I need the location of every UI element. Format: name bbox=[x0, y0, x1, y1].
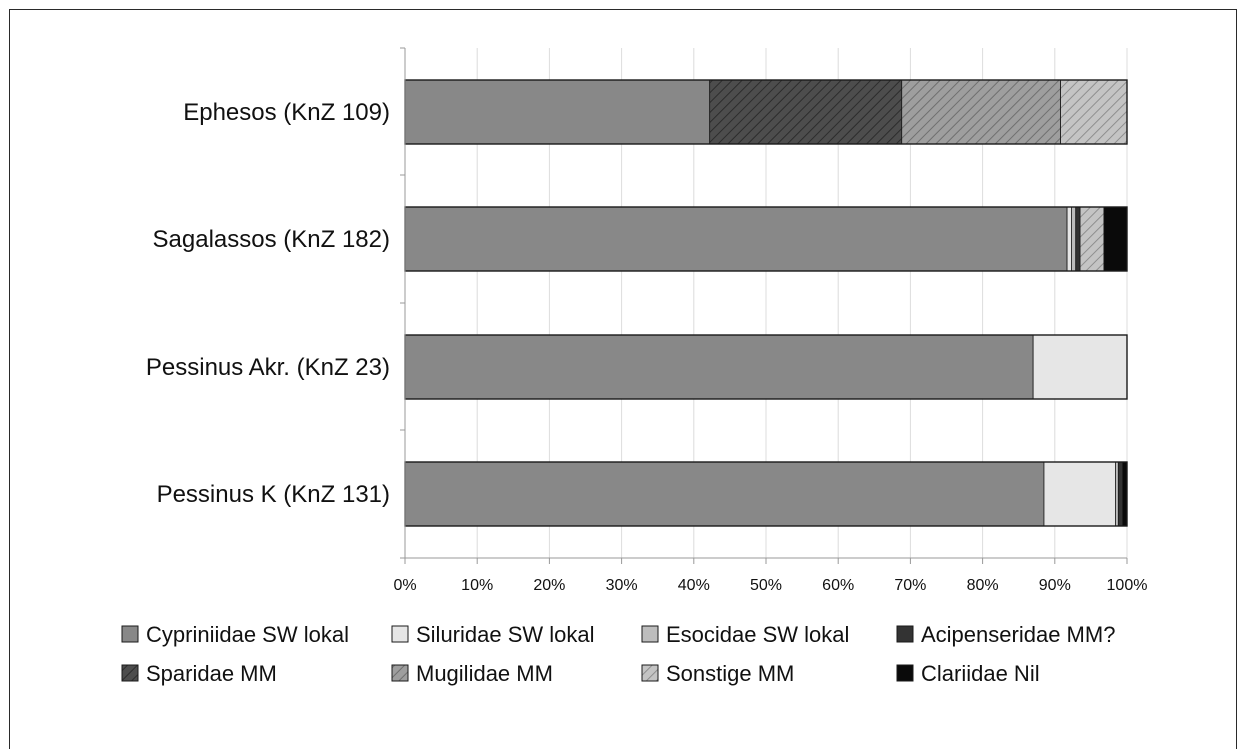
bar-pessinus-k-knz-131-siluridae-sw-lokal bbox=[1043, 461, 1116, 527]
legend-label-esocidae-sw-lokal: Esocidae SW lokal bbox=[666, 622, 849, 647]
legend-swatch-mugilidae-mm bbox=[391, 664, 409, 682]
bar-pessinus-akr-knz-23-siluridae-sw-lokal bbox=[1032, 334, 1128, 400]
bar-sagalassos-knz-182-acipenseridae-mm bbox=[1075, 206, 1081, 272]
legend-swatch-sparidae-mm bbox=[121, 664, 139, 682]
bar-pessinus-k-knz-131-acipenseridae-mm bbox=[1117, 461, 1124, 527]
x-tick-label-3: 30% bbox=[606, 577, 638, 594]
legend-label-sonstige-mm: Sonstige MM bbox=[666, 661, 794, 686]
x-tick-label-10: 100% bbox=[1107, 577, 1148, 594]
legend-swatch-sonstige-mm bbox=[641, 664, 659, 682]
bar-ephesos-knz-109-sonstige-mm bbox=[1060, 79, 1128, 145]
bar-sagalassos-knz-182-clariidae-nil bbox=[1103, 206, 1128, 272]
x-tick-label-5: 50% bbox=[750, 577, 782, 594]
legend-swatch-clariidae-nil bbox=[896, 664, 914, 682]
x-tick-label-9: 90% bbox=[1039, 577, 1071, 594]
category-label-pessinus-akr-knz-23: Pessinus Akr. (KnZ 23) bbox=[146, 354, 390, 381]
category-label-pessinus-k-knz-131: Pessinus K (KnZ 131) bbox=[157, 481, 390, 508]
legend-swatch-acipenseridae-mm bbox=[896, 625, 914, 643]
category-label-sagalassos-knz-182: Sagalassos (KnZ 182) bbox=[153, 226, 390, 253]
bar-pessinus-k-knz-131-esocidae-sw-lokal bbox=[1115, 461, 1119, 527]
category-label-ephesos-knz-109: Ephesos (KnZ 109) bbox=[183, 99, 390, 126]
category-labels: Ephesos (KnZ 109) Sagalassos (KnZ 182) Pes… bbox=[146, 99, 390, 508]
x-tick-label-2: 20% bbox=[533, 577, 565, 594]
legend-swatch-siluridae-sw-lokal bbox=[391, 625, 409, 643]
x-tick-label-4: 40% bbox=[678, 577, 710, 594]
legend-label-acipenseridae-mm: Acipenseridae MM? bbox=[921, 622, 1115, 647]
x-tick-label-8: 80% bbox=[967, 577, 999, 594]
stacked-bar-chart: Ephesos (KnZ 109) Sagalassos (KnZ 182) Pes… bbox=[121, 47, 1147, 686]
bar-ephesos-knz-109-mugilidae-mm bbox=[901, 79, 1061, 145]
legend-swatch-esocidae-sw-lokal bbox=[641, 625, 659, 643]
legend-label-siluridae-sw-lokal: Siluridae SW lokal bbox=[416, 622, 595, 647]
legend-label-clariidae-nil: Clariidae Nil bbox=[921, 661, 1040, 686]
legend-label-mugilidae-mm: Mugilidae MM bbox=[416, 661, 553, 686]
x-tick-label-1: 10% bbox=[461, 577, 493, 594]
bar-pessinus-k-knz-131-cypriniidae-sw-lokal bbox=[404, 461, 1045, 527]
axes bbox=[400, 47, 1128, 564]
chart-frame bbox=[9, 9, 1237, 749]
bar-ephesos-knz-109-cypriniidae-sw-lokal bbox=[404, 79, 711, 145]
bars-layer bbox=[404, 79, 1128, 527]
legend-swatch-cypriniidae-sw-lokal bbox=[121, 625, 139, 643]
x-tick-label-0: 0% bbox=[393, 577, 416, 594]
legend: Cypriniidae SW lokal Siluridae SW lokal Es… bbox=[121, 622, 1115, 686]
bar-sagalassos-knz-182-cypriniidae-sw-lokal bbox=[404, 206, 1068, 272]
bar-pessinus-akr-knz-23-cypriniidae-sw-lokal bbox=[404, 334, 1034, 400]
legend-label-sparidae-mm: Sparidae MM bbox=[146, 661, 277, 686]
bar-ephesos-knz-109-sparidae-mm bbox=[709, 79, 903, 145]
bar-sagalassos-knz-182-esocidae-sw-lokal bbox=[1071, 206, 1077, 272]
legend-label-cypriniidae-sw-lokal: Cypriniidae SW lokal bbox=[146, 622, 349, 647]
x-tick-label-7: 70% bbox=[894, 577, 926, 594]
x-tick-labels: 0% 10% 20% 30% 40% 50% 60% 70% 80% 90% 100% bbox=[393, 577, 1147, 594]
bar-sagalassos-knz-182-sonstige-mm bbox=[1079, 206, 1105, 272]
x-tick-label-6: 60% bbox=[822, 577, 854, 594]
bar-sagalassos-knz-182-siluridae-sw-lokal bbox=[1066, 206, 1072, 272]
